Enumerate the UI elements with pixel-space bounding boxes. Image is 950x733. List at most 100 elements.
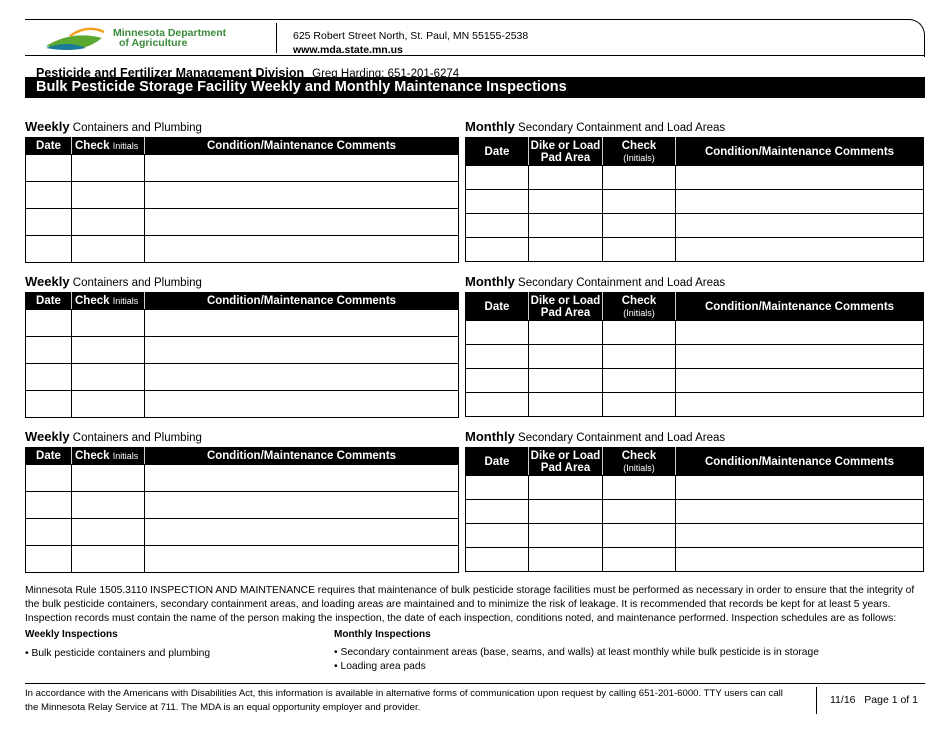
initials-cell[interactable] bbox=[71, 336, 145, 364]
comments-cell[interactable] bbox=[675, 499, 924, 524]
comments-cell[interactable] bbox=[675, 165, 924, 190]
date-cell[interactable] bbox=[25, 154, 72, 182]
initials-cell[interactable] bbox=[602, 368, 676, 393]
initials-cell[interactable] bbox=[71, 464, 145, 492]
table-header: Date Dike or Load Pad Area Check (Initials) C… bbox=[465, 447, 924, 476]
date-cell[interactable] bbox=[465, 499, 529, 524]
table-row bbox=[465, 523, 924, 548]
comments-cell[interactable] bbox=[675, 368, 924, 393]
col-comments: Condition/Maintenance Comments bbox=[144, 447, 459, 465]
comments-cell[interactable] bbox=[675, 237, 924, 262]
initials-cell[interactable] bbox=[71, 235, 145, 263]
date-cell[interactable] bbox=[25, 545, 72, 573]
initials-cell[interactable] bbox=[602, 392, 676, 417]
revision-and-page: 11/16 Page 1 of 1 bbox=[830, 694, 918, 706]
comments-cell[interactable] bbox=[675, 475, 924, 500]
date-cell[interactable] bbox=[25, 390, 72, 418]
comments-cell[interactable] bbox=[144, 154, 459, 182]
area-cell[interactable] bbox=[528, 392, 603, 417]
website-link[interactable]: www.mda.state.mn.us bbox=[293, 44, 403, 56]
comments-cell[interactable] bbox=[144, 464, 459, 492]
area-cell[interactable] bbox=[528, 189, 603, 214]
comments-cell[interactable] bbox=[144, 235, 459, 263]
area-cell[interactable] bbox=[528, 165, 603, 190]
division-name: Pesticide and Fertilizer Management Divi… bbox=[36, 66, 305, 80]
comments-cell[interactable] bbox=[144, 518, 459, 546]
initials-cell[interactable] bbox=[602, 523, 676, 548]
comments-cell[interactable] bbox=[144, 390, 459, 418]
comments-cell[interactable] bbox=[675, 392, 924, 417]
col-comments: Condition/Maintenance Comments bbox=[144, 137, 459, 155]
area-cell[interactable] bbox=[528, 547, 603, 572]
comments-cell[interactable] bbox=[675, 344, 924, 369]
area-cell[interactable] bbox=[528, 344, 603, 369]
initials-cell[interactable] bbox=[602, 237, 676, 262]
initials-cell[interactable] bbox=[602, 547, 676, 572]
weekly-subtitle: Containers and Plumbing bbox=[72, 432, 202, 444]
initials-cell[interactable] bbox=[602, 189, 676, 214]
area-cell[interactable] bbox=[528, 523, 603, 548]
date-cell[interactable] bbox=[465, 344, 529, 369]
date-cell[interactable] bbox=[25, 363, 72, 391]
area-cell[interactable] bbox=[528, 499, 603, 524]
date-cell[interactable] bbox=[25, 491, 72, 519]
area-cell[interactable] bbox=[528, 237, 603, 262]
date-cell[interactable] bbox=[465, 368, 529, 393]
logo-text: Minnesota Department of Agriculture bbox=[113, 28, 226, 49]
initials-cell[interactable] bbox=[71, 390, 145, 418]
initials-cell[interactable] bbox=[71, 154, 145, 182]
page-number: Page 1 of 1 bbox=[864, 694, 918, 706]
date-cell[interactable] bbox=[25, 518, 72, 546]
date-cell[interactable] bbox=[25, 309, 72, 337]
initials-cell[interactable] bbox=[71, 518, 145, 546]
date-cell[interactable] bbox=[465, 320, 529, 345]
comments-cell[interactable] bbox=[144, 336, 459, 364]
date-cell[interactable] bbox=[465, 165, 529, 190]
area-cell[interactable] bbox=[528, 213, 603, 238]
area-cell[interactable] bbox=[528, 368, 603, 393]
date-cell[interactable] bbox=[25, 464, 72, 492]
comments-cell[interactable] bbox=[144, 181, 459, 209]
comments-cell[interactable] bbox=[675, 320, 924, 345]
date-cell[interactable] bbox=[465, 237, 529, 262]
initials-label: (Initials) bbox=[623, 462, 655, 473]
initials-cell[interactable] bbox=[71, 181, 145, 209]
date-cell[interactable] bbox=[25, 235, 72, 263]
date-cell[interactable] bbox=[25, 208, 72, 236]
table-header: Date Check Initials Condition/Maintenance … bbox=[25, 137, 459, 155]
date-cell[interactable] bbox=[465, 213, 529, 238]
initials-cell[interactable] bbox=[71, 491, 145, 519]
comments-cell[interactable] bbox=[144, 363, 459, 391]
initials-cell[interactable] bbox=[602, 475, 676, 500]
comments-cell[interactable] bbox=[675, 523, 924, 548]
initials-cell[interactable] bbox=[71, 545, 145, 573]
date-cell[interactable] bbox=[465, 523, 529, 548]
comments-cell[interactable] bbox=[144, 208, 459, 236]
table-row bbox=[465, 547, 924, 572]
date-cell[interactable] bbox=[465, 189, 529, 214]
comments-cell[interactable] bbox=[144, 309, 459, 337]
initials-cell[interactable] bbox=[602, 213, 676, 238]
comments-cell[interactable] bbox=[144, 491, 459, 519]
area-cell[interactable] bbox=[528, 475, 603, 500]
date-cell[interactable] bbox=[25, 181, 72, 209]
comments-cell[interactable] bbox=[675, 547, 924, 572]
date-cell[interactable] bbox=[465, 547, 529, 572]
initials-cell[interactable] bbox=[71, 208, 145, 236]
initials-cell[interactable] bbox=[71, 309, 145, 337]
monthly-label: Monthly bbox=[465, 119, 515, 134]
initials-cell[interactable] bbox=[602, 320, 676, 345]
comments-cell[interactable] bbox=[144, 545, 459, 573]
date-cell[interactable] bbox=[25, 336, 72, 364]
initials-cell[interactable] bbox=[602, 165, 676, 190]
area-cell[interactable] bbox=[528, 320, 603, 345]
initials-cell[interactable] bbox=[71, 363, 145, 391]
comments-cell[interactable] bbox=[675, 213, 924, 238]
date-cell[interactable] bbox=[465, 475, 529, 500]
table-header: Date Check Initials Condition/Maintenance … bbox=[25, 447, 459, 465]
date-cell[interactable] bbox=[465, 392, 529, 417]
comments-cell[interactable] bbox=[675, 189, 924, 214]
initials-cell[interactable] bbox=[602, 344, 676, 369]
initials-cell[interactable] bbox=[602, 499, 676, 524]
table-row bbox=[25, 336, 459, 364]
